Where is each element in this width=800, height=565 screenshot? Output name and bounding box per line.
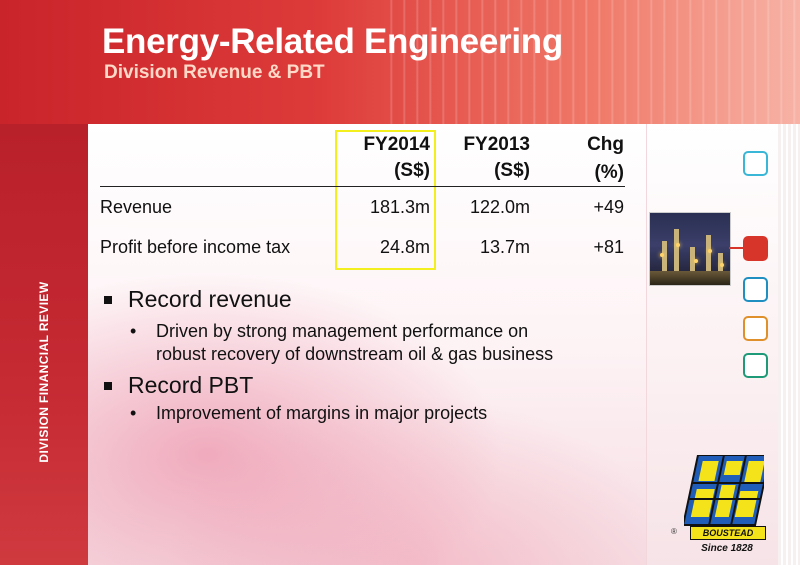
header-fy2013-year: FY2013 [463, 134, 530, 155]
table-header-rule [100, 186, 625, 187]
photo-light [694, 259, 698, 263]
dot-bullet-icon: • [130, 403, 137, 423]
header-fy2014-unit: (S$) [394, 160, 430, 181]
nav-square-2-active[interactable] [743, 236, 768, 261]
photo-ground [650, 271, 730, 285]
header-chg: Chg (%) [540, 132, 624, 186]
row-pbt-chg: +81 [593, 237, 624, 257]
nav-square-5[interactable] [743, 353, 768, 378]
header-chg-label: Chg [587, 134, 624, 155]
photo-tower [690, 247, 695, 275]
header-stripes [380, 0, 800, 124]
square-bullet-icon [104, 296, 112, 304]
header-fy2013: FY2013 (S$) [438, 132, 530, 184]
row-revenue-fy2013: 122.0m [469, 197, 530, 217]
bullet-text: Record PBT [128, 372, 254, 398]
sub-bullet-text: Driven by strong management performance … [156, 321, 529, 341]
sub-bullet-text: Improvement of margins in major projects [156, 403, 488, 423]
photo-light [708, 249, 712, 253]
photo-light [720, 263, 724, 267]
header-fy2014-year: FY2014 [363, 134, 430, 155]
row-pbt-fy2013: 13.7m [479, 237, 530, 257]
row-pbt-label: Profit before income tax [100, 237, 291, 257]
header-chg-unit: (%) [594, 162, 624, 183]
active-connector [729, 247, 743, 249]
header-fy2014: FY2014 (S$) [338, 132, 430, 184]
nav-square-3[interactable] [743, 277, 768, 302]
logo-since: Since 1828 [701, 543, 753, 554]
sidebar: DIVISION FINANCIAL REVIEW [0, 124, 88, 565]
sidebar-label: DIVISION FINANCIAL REVIEW [37, 281, 51, 463]
refinery-photo [649, 212, 731, 286]
row-revenue-chg: +49 [593, 197, 624, 217]
row-pbt-fy2014: 24.8m [379, 237, 430, 257]
sub-bullet-text: robust recovery of downstream oil & gas … [156, 344, 554, 364]
row-revenue-label: Revenue [100, 197, 173, 217]
right-edge-stripes [778, 124, 800, 565]
photo-tower [674, 229, 679, 275]
nav-square-1[interactable] [743, 151, 768, 176]
nav-square-4[interactable] [743, 316, 768, 341]
square-bullet-icon [104, 382, 112, 390]
globe-logo-icon [684, 455, 764, 526]
bullet-text: Record revenue [128, 286, 292, 312]
logo-wordmark: BOUSTEAD [690, 526, 766, 540]
slide-subtitle: Division Revenue & PBT [104, 62, 325, 83]
photo-tower [662, 241, 667, 275]
photo-light [676, 243, 680, 247]
registered-mark: ® [671, 527, 677, 536]
header-fy2013-unit: (S$) [494, 160, 530, 181]
fy2014-highlight-box [335, 130, 436, 270]
dot-bullet-icon: • [130, 321, 137, 341]
header-band: Energy-Related Engineering Division Reve… [0, 0, 800, 124]
photo-tower [706, 235, 711, 275]
photo-light [660, 253, 664, 257]
slide-title: Energy-Related Engineering [102, 22, 563, 61]
row-revenue-fy2014: 181.3m [369, 197, 430, 217]
